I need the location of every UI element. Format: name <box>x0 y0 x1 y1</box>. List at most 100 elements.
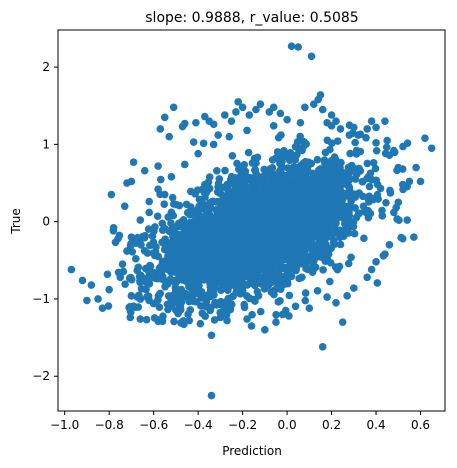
scatter-point <box>259 262 268 271</box>
scatter-point <box>367 117 376 125</box>
scatter-point <box>372 258 380 266</box>
scatter-point <box>155 303 164 311</box>
scatter-point <box>281 248 290 256</box>
scatter-point <box>341 211 350 220</box>
scatter-point <box>245 189 254 198</box>
scatter-point <box>344 259 353 268</box>
scatter-point <box>243 240 252 249</box>
scatter-point <box>329 171 337 180</box>
scatter-point <box>276 296 284 305</box>
scatter-point <box>211 245 220 254</box>
scatter-point <box>224 200 233 208</box>
scatter-point <box>249 280 258 289</box>
scatter-point <box>335 262 344 271</box>
scatter-point <box>156 125 165 133</box>
scatter-point <box>216 313 225 322</box>
scatter-point <box>87 281 96 289</box>
scatter-point <box>230 225 239 234</box>
scatter-point <box>301 247 309 256</box>
scatter-point <box>154 185 162 193</box>
scatter-point <box>191 278 200 287</box>
scatter-point <box>169 103 178 112</box>
scatter-point <box>199 139 208 148</box>
scatter-point <box>192 213 200 221</box>
scatter-point <box>330 154 339 163</box>
scatter-point <box>315 239 323 248</box>
scatter-point <box>261 326 269 334</box>
scatter-point <box>107 190 116 199</box>
scatter-point <box>274 133 283 142</box>
scatter-point <box>246 229 254 237</box>
scatter-point <box>133 233 142 242</box>
scatter-point <box>395 216 403 225</box>
scatter-point <box>209 120 218 129</box>
scatter-point <box>382 198 390 207</box>
scatter-point <box>168 193 177 202</box>
scatter-point <box>294 43 303 51</box>
scatter-point <box>231 259 239 268</box>
scatter-point <box>244 148 253 157</box>
scatter-point <box>346 149 354 158</box>
scatter-point <box>325 227 333 236</box>
scatter-point <box>232 108 240 116</box>
scatter-point <box>202 250 211 259</box>
x-tick-label: −0.2 <box>228 418 257 432</box>
scatter-point <box>403 216 411 224</box>
scatter-point <box>251 166 260 174</box>
scatter-point <box>268 247 276 255</box>
scatter-point <box>328 211 337 219</box>
scatter-point <box>243 208 251 216</box>
scatter-point <box>398 234 407 243</box>
scatter-point <box>381 117 389 125</box>
scatter-point <box>136 271 144 280</box>
points-layer <box>67 42 436 400</box>
scatter-point <box>331 181 340 189</box>
scatter-point <box>301 254 310 262</box>
scatter-point <box>373 279 382 287</box>
scatter-point <box>144 277 152 286</box>
scatter-point <box>276 109 285 118</box>
scatter-point <box>333 137 342 145</box>
scatter-point <box>105 285 113 294</box>
scatter-point <box>213 217 222 226</box>
scatter-point <box>350 284 358 292</box>
scatter-point <box>127 292 136 300</box>
scatter-point <box>323 163 332 171</box>
scatter-point <box>275 280 283 289</box>
scatter-point <box>234 235 243 244</box>
scatter-point <box>225 272 234 281</box>
scatter-point <box>172 244 180 252</box>
scatter-point <box>355 189 363 197</box>
scatter-point <box>265 171 274 179</box>
scatter-point <box>347 253 355 262</box>
scatter-point <box>160 245 169 254</box>
scatter-point <box>360 234 368 243</box>
scatter-point <box>201 186 210 194</box>
scatter-point <box>194 149 202 158</box>
scatter-point <box>327 111 336 119</box>
scatter-point <box>278 157 286 166</box>
scatter-point <box>242 255 251 264</box>
scatter-point <box>269 122 278 130</box>
scatter-point <box>204 206 212 214</box>
scatter-point <box>233 189 242 197</box>
scatter-point <box>311 263 320 271</box>
scatter-point <box>326 277 334 286</box>
scatter-point <box>297 211 306 219</box>
scatter-point <box>270 186 278 195</box>
scatter-point <box>243 126 251 135</box>
scatter-point <box>248 159 257 167</box>
scatter-point <box>354 209 363 218</box>
scatter-point <box>345 183 354 192</box>
scatter-point <box>148 232 157 240</box>
scatter-point <box>143 249 152 257</box>
scatter-point <box>298 175 306 184</box>
scatter-point <box>296 132 304 141</box>
scatter-point <box>185 316 194 325</box>
scatter-point <box>289 163 298 171</box>
scatter-point <box>256 256 264 264</box>
scatter-point <box>341 220 349 228</box>
scatter-point <box>313 189 322 198</box>
y-axis: −2 −1 0 1 2 <box>32 60 58 383</box>
scatter-point <box>136 295 145 303</box>
